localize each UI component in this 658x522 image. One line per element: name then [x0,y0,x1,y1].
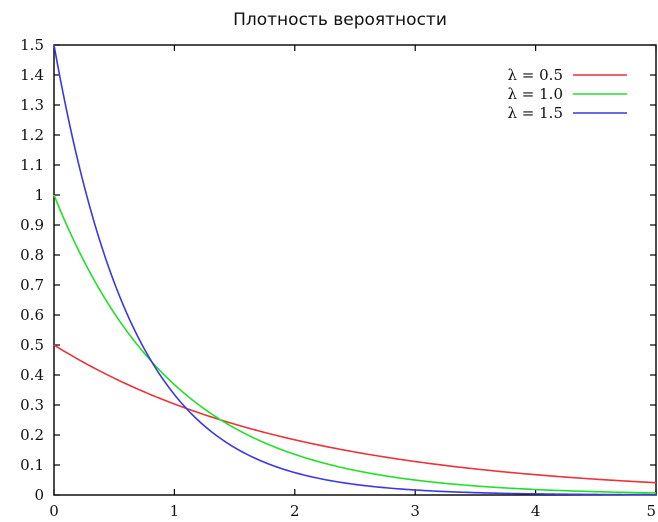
y-tick-label: 0.4 [20,366,44,384]
y-tick-label: 0.7 [20,276,44,294]
y-tick-label: 0.9 [20,216,44,234]
x-tick-label: 2 [290,502,300,520]
y-tick-label: 0.1 [20,456,44,474]
y-tick-label: 0.3 [20,396,44,414]
y-tick-labels: 0 0.1 0.2 0.3 0.4 0.5 0.6 0.7 0.8 0.9 1 1.1 1.2 1.3 1.… [20,36,44,504]
x-tick-labels: 0 1 2 3 4 5 [49,502,656,520]
legend-label: λ = 1.5 [508,104,563,122]
y-tick-label: 0.6 [20,306,44,324]
y-tick-label: 0.2 [20,426,44,444]
y-tick-label: 1.3 [20,96,44,114]
series-line-1 [53,344,657,484]
series-lines [53,44,657,496]
x-tick-label: 5 [646,502,656,520]
axis-ticks [53,44,657,496]
legend: λ = 0.5λ = 1.0λ = 1.5 [508,66,627,122]
plot-frame [53,44,657,496]
y-tick-label: 1 [34,186,44,204]
series-line-3 [53,44,657,496]
chart-title: Плотность вероятности [233,10,447,30]
legend-label: λ = 1.0 [508,85,563,103]
y-tick-label: 1.1 [20,156,44,174]
y-tick-label: 0.5 [20,336,44,354]
y-tick-label: 0 [34,486,44,504]
y-tick-label: 0.8 [20,246,44,264]
series-line-2 [53,194,657,494]
x-tick-label: 4 [531,502,541,520]
x-tick-label: 0 [49,502,59,520]
x-tick-label: 3 [410,502,420,520]
x-tick-label: 1 [170,502,180,520]
y-tick-label: 1.4 [20,66,44,84]
y-tick-label: 1.5 [20,36,44,54]
y-tick-label: 1.2 [20,126,44,144]
legend-label: λ = 0.5 [508,66,563,84]
